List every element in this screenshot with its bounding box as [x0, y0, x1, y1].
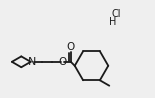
Text: N: N [27, 57, 36, 67]
Text: O: O [58, 57, 66, 67]
Text: Cl: Cl [111, 10, 121, 20]
Text: O: O [67, 42, 75, 52]
Text: H: H [108, 17, 116, 27]
